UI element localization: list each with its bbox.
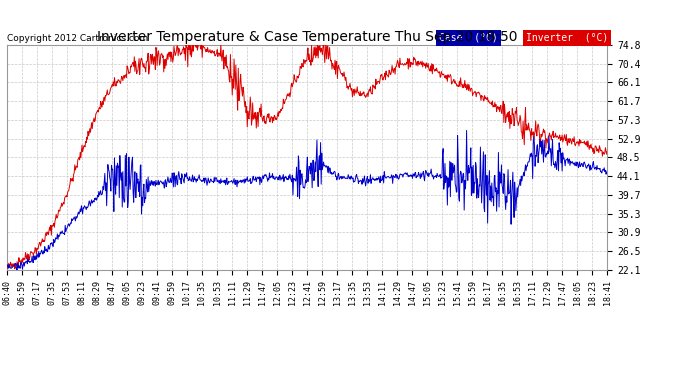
Title: Inverter Temperature & Case Temperature Thu Sep 20 18:50: Inverter Temperature & Case Temperature …	[97, 30, 518, 44]
Text: Inverter  (°C): Inverter (°C)	[526, 33, 609, 43]
Text: Case  (°C): Case (°C)	[439, 33, 498, 43]
Text: Copyright 2012 Cartronics.com: Copyright 2012 Cartronics.com	[7, 34, 148, 43]
